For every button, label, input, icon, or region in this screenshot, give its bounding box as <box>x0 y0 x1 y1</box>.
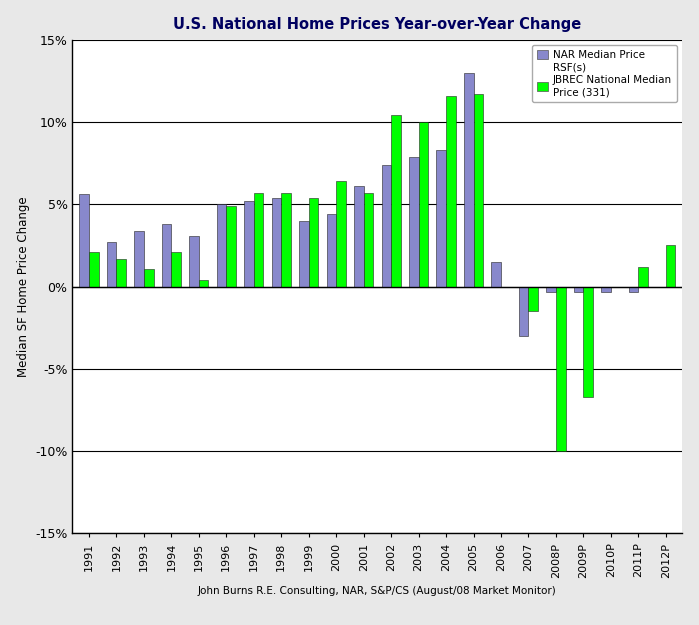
Bar <box>117 259 126 287</box>
Bar <box>629 287 638 291</box>
Bar <box>79 194 89 287</box>
Bar <box>272 198 281 287</box>
Bar <box>601 287 611 291</box>
Bar <box>409 157 419 287</box>
Bar <box>354 186 363 287</box>
Y-axis label: Median SF Home Price Change: Median SF Home Price Change <box>17 196 29 377</box>
Bar <box>107 242 117 287</box>
Bar <box>391 116 401 287</box>
Bar <box>144 269 154 287</box>
Bar <box>171 252 181 287</box>
Bar <box>336 181 346 287</box>
Bar <box>134 231 144 287</box>
Bar <box>299 221 309 287</box>
Bar <box>363 193 373 287</box>
Bar <box>547 287 556 291</box>
Bar <box>244 201 254 287</box>
Bar <box>382 165 391 287</box>
Bar <box>519 287 528 336</box>
Bar <box>89 252 99 287</box>
Bar <box>199 280 208 287</box>
Bar <box>326 214 336 287</box>
Bar <box>217 204 226 287</box>
Bar <box>281 193 291 287</box>
Bar <box>638 267 648 287</box>
Bar <box>491 262 501 287</box>
Bar <box>464 72 473 287</box>
Legend: NAR Median Price, RSF(s), JBREC National Median
Price (331): NAR Median Price, RSF(s), JBREC National… <box>532 45 677 102</box>
Bar <box>528 287 538 311</box>
Bar <box>226 206 236 287</box>
Bar <box>446 96 456 287</box>
Bar <box>189 236 199 287</box>
Bar <box>584 287 593 397</box>
Bar <box>436 150 446 287</box>
Bar <box>309 198 318 287</box>
Bar <box>666 246 675 287</box>
Bar <box>254 193 264 287</box>
Bar <box>556 287 565 451</box>
Bar <box>574 287 584 291</box>
X-axis label: John Burns R.E. Consulting, NAR, S&P/CS (August/08 Market Monitor): John Burns R.E. Consulting, NAR, S&P/CS … <box>198 586 557 596</box>
Bar <box>161 224 171 287</box>
Bar <box>473 94 483 287</box>
Bar <box>419 122 428 287</box>
Title: U.S. National Home Prices Year-over-Year Change: U.S. National Home Prices Year-over-Year… <box>173 17 582 32</box>
